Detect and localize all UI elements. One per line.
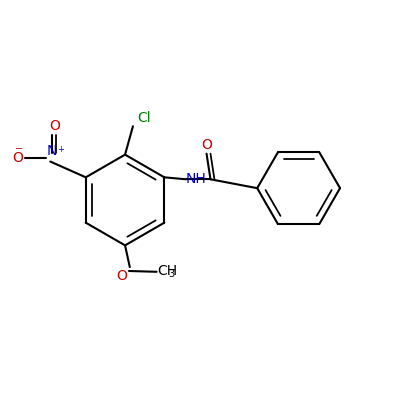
Text: O: O xyxy=(12,150,23,164)
Text: O: O xyxy=(201,138,212,152)
Text: CH: CH xyxy=(158,264,178,278)
Text: −: − xyxy=(14,144,23,154)
Text: O: O xyxy=(49,119,60,133)
Text: NH: NH xyxy=(186,172,207,186)
Text: N: N xyxy=(47,144,58,158)
Text: Cl: Cl xyxy=(137,111,150,125)
Text: O: O xyxy=(116,270,127,284)
Text: 3: 3 xyxy=(168,269,174,279)
Text: +: + xyxy=(57,145,64,154)
